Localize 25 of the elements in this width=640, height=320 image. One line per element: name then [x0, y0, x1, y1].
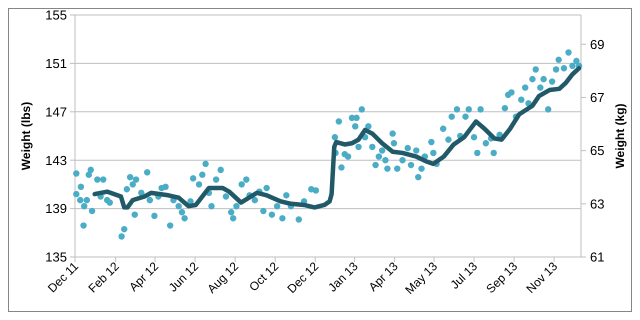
x-tick-label: Nov 13	[523, 259, 560, 296]
y-tick-label: 147	[45, 104, 67, 120]
x-tick-label: Jan 13	[325, 258, 361, 295]
x-tick-label: Dec 12	[284, 259, 322, 296]
x-tick-label: Jun 12	[166, 258, 202, 295]
y2-tick-label: 65	[590, 143, 604, 158]
x-tick-label: May 13	[402, 258, 440, 297]
x-tick-label: Oct 12	[246, 259, 282, 294]
y-axis-title: Weight (lbs)	[19, 102, 33, 170]
y-tick-label: 143	[45, 152, 67, 168]
x-tick-label: Feb 12	[85, 258, 122, 296]
x-tick-label: Aug 12	[204, 259, 242, 296]
y2-tick-label: 61	[590, 250, 604, 265]
y-tick-label: 135	[45, 250, 67, 265]
x-tick-label: Jul 13	[448, 259, 480, 292]
y2-tick-label: 69	[590, 36, 604, 52]
y-tick-label: 151	[45, 56, 67, 71]
x-tick-label: Sep 13	[483, 259, 520, 296]
y2-axis-title: Weight (kg)	[613, 103, 627, 169]
x-tick-label: Apr 13	[366, 258, 401, 294]
y-tick-label: 155	[45, 8, 67, 23]
y2-tick-label: 63	[590, 196, 604, 212]
x-tick-label: Apr 12	[126, 258, 162, 294]
y-tick-label: 139	[45, 201, 67, 216]
y2-tick-label: 67	[590, 90, 604, 105]
